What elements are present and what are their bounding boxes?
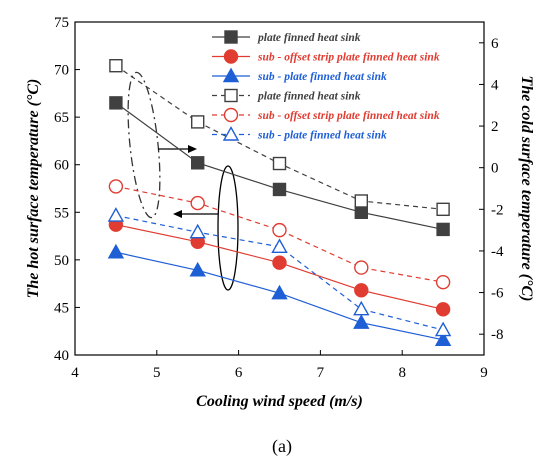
data-point bbox=[354, 194, 368, 208]
legend-item: sub - plate finned heat sink bbox=[212, 67, 387, 83]
series-5 bbox=[107, 207, 452, 337]
x-tick-label: 9 bbox=[480, 365, 488, 381]
data-point bbox=[353, 300, 370, 316]
arrow-right-head bbox=[188, 145, 197, 153]
legend-marker bbox=[223, 107, 239, 123]
data-point bbox=[434, 321, 452, 337]
data-point bbox=[189, 261, 206, 277]
legend-item: sub - plate finned heat sink bbox=[212, 126, 387, 142]
data-point bbox=[107, 207, 125, 222]
y-right-tick-label: -8 bbox=[491, 327, 504, 343]
data-point bbox=[272, 255, 287, 270]
legend-label: plate finned heat sink bbox=[257, 32, 361, 44]
hot-surface-ellipse bbox=[217, 165, 239, 291]
legend-marker bbox=[223, 49, 239, 64]
data-point bbox=[108, 179, 124, 194]
legend-label: sub - offset strip plate finned heat sin… bbox=[257, 110, 440, 122]
data-point bbox=[354, 260, 369, 275]
y-right-tick-label: 2 bbox=[491, 119, 499, 135]
series-4 bbox=[108, 179, 451, 290]
cold-surface-ellipse bbox=[127, 71, 161, 219]
legend-label: plate finned heat sink bbox=[257, 91, 361, 103]
x-tick-label: 6 bbox=[235, 365, 243, 381]
x-tick-label: 4 bbox=[71, 365, 79, 381]
series-2 bbox=[107, 243, 452, 346]
series-line bbox=[115, 185, 444, 283]
legend-item: plate finned heat sink bbox=[212, 88, 361, 103]
legend-marker bbox=[222, 67, 240, 83]
data-point bbox=[190, 115, 205, 129]
data-point bbox=[272, 182, 287, 197]
y-right-tick-label: -2 bbox=[491, 202, 504, 218]
y-left-tick-label: 60 bbox=[54, 158, 69, 174]
series-3 bbox=[109, 59, 450, 217]
legend-marker bbox=[224, 88, 238, 103]
legend-label: sub - plate finned heat sink bbox=[257, 71, 387, 83]
y-right-tick-label: 6 bbox=[491, 36, 499, 52]
annotations bbox=[127, 71, 239, 291]
y-right-tick-label: -4 bbox=[491, 244, 504, 260]
legend-item: plate finned heat sink bbox=[212, 30, 361, 44]
data-point bbox=[436, 202, 450, 217]
y-right-tick-label: 4 bbox=[491, 77, 499, 93]
x-tick-label: 7 bbox=[317, 365, 325, 381]
y-left-tick-label: 40 bbox=[54, 348, 69, 364]
data-point bbox=[271, 238, 288, 253]
arrow-left-head bbox=[173, 210, 182, 218]
y-axis-left-title: The hot surface temperature (°C) bbox=[25, 79, 42, 299]
legend-label: sub - offset strip plate finned heat sin… bbox=[257, 52, 440, 64]
data-point bbox=[436, 222, 450, 237]
y-left-tick-label: 55 bbox=[54, 205, 69, 221]
data-point bbox=[190, 195, 205, 211]
y-axis-right-title: The cold surface temperature (°C) bbox=[518, 76, 535, 302]
legend: plate finned heat sink sub - offset strip… bbox=[212, 30, 440, 142]
y-left-tick-label: 45 bbox=[54, 300, 69, 316]
data-point bbox=[435, 302, 451, 317]
x-tick-label: 5 bbox=[153, 365, 161, 381]
series-group bbox=[107, 59, 452, 346]
data-point bbox=[272, 156, 287, 171]
data-point bbox=[272, 222, 287, 238]
data-point bbox=[271, 284, 288, 300]
plot-frame bbox=[74, 21, 485, 356]
y-right-tick-label: 0 bbox=[491, 161, 499, 177]
y-left-tick-label: 65 bbox=[54, 110, 69, 126]
legend-item: sub - offset strip plate finned heat sin… bbox=[212, 49, 440, 64]
data-point bbox=[354, 283, 369, 298]
legend-item: sub - offset strip plate finned heat sin… bbox=[212, 107, 440, 123]
x-axis-title: Cooling wind speed (m/s) bbox=[196, 393, 363, 410]
legend-marker bbox=[222, 126, 240, 141]
figure-caption: (a) bbox=[272, 436, 292, 457]
series-0 bbox=[109, 96, 450, 237]
data-point bbox=[353, 314, 370, 329]
data-point bbox=[109, 59, 123, 73]
data-point bbox=[109, 96, 123, 110]
y-left-tick-label: 50 bbox=[54, 253, 69, 269]
y-left-tick-label: 70 bbox=[54, 63, 69, 79]
y-left-tick-label: 75 bbox=[54, 15, 69, 31]
legend-label: sub - plate finned heat sink bbox=[257, 130, 387, 142]
legend-marker bbox=[224, 30, 238, 44]
data-point bbox=[107, 243, 125, 259]
data-point bbox=[354, 205, 368, 219]
y-right-tick-label: -6 bbox=[491, 286, 504, 302]
data-point bbox=[189, 223, 206, 239]
data-point bbox=[190, 156, 205, 170]
x-tick-label: 8 bbox=[398, 365, 406, 381]
data-point bbox=[435, 274, 451, 290]
data-point bbox=[434, 331, 452, 346]
